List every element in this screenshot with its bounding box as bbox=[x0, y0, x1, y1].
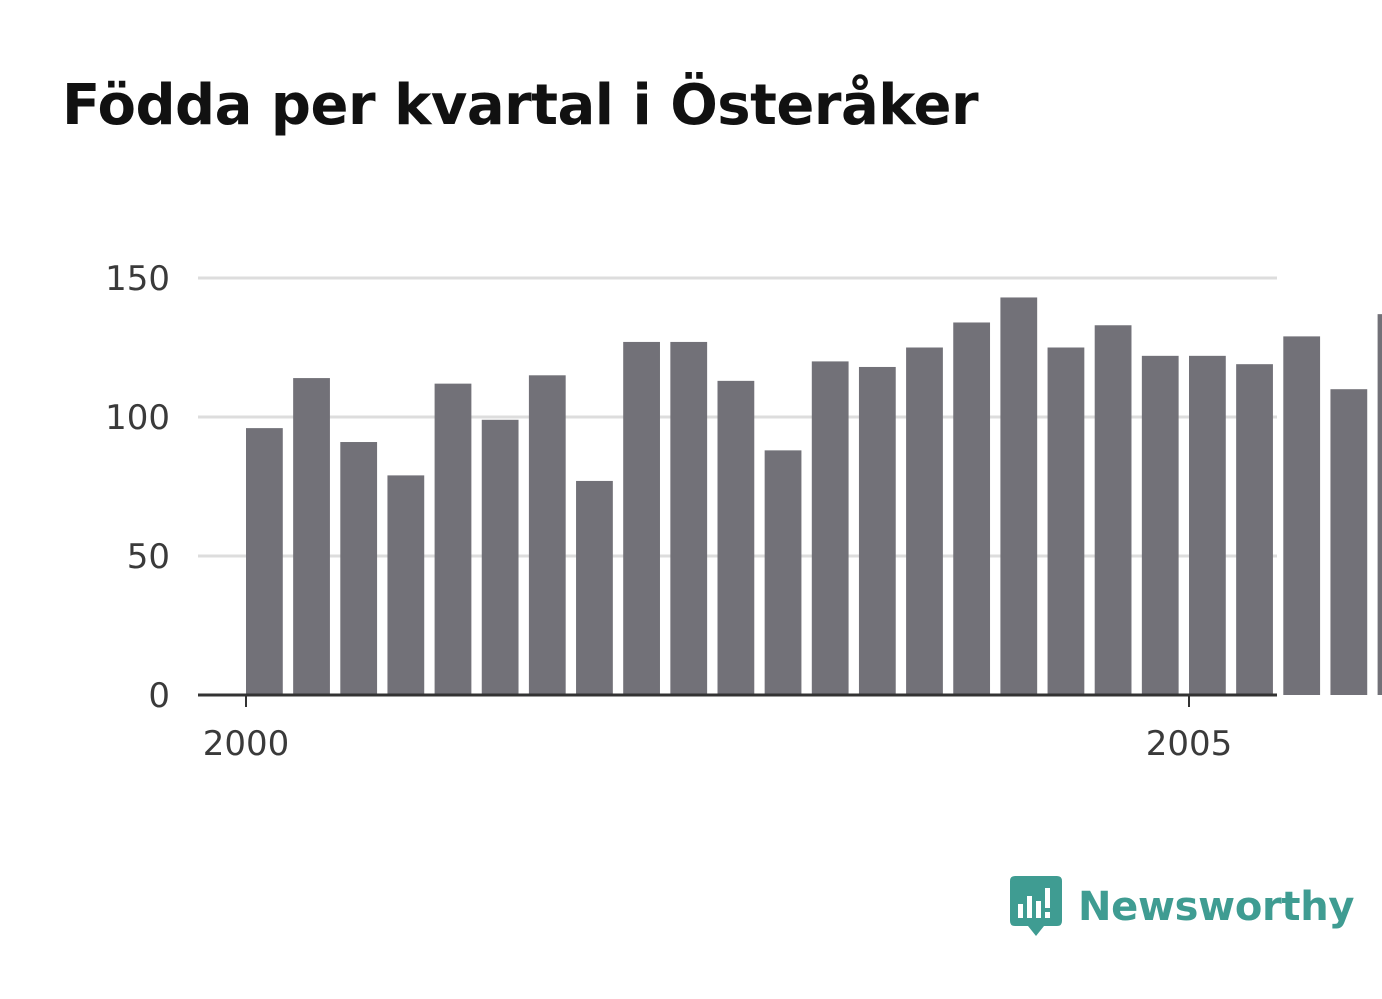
bar bbox=[1189, 355, 1226, 695]
y-tick-label-50: 50 bbox=[127, 537, 170, 577]
bar bbox=[1000, 297, 1038, 695]
y-tick-label-100: 100 bbox=[105, 398, 170, 438]
bar bbox=[1236, 364, 1273, 695]
bar bbox=[1047, 347, 1085, 695]
brand-name: Newsworthy bbox=[1078, 884, 1355, 930]
bar bbox=[953, 322, 991, 695]
bar bbox=[858, 366, 896, 695]
bar bbox=[481, 419, 519, 695]
tick-labels: 050100150200020052010201520202025 bbox=[105, 259, 1233, 764]
bar bbox=[1094, 325, 1132, 695]
bar bbox=[1141, 355, 1179, 695]
x-tick-label-2000: 2000 bbox=[203, 724, 290, 764]
bar bbox=[1283, 336, 1321, 695]
bar bbox=[764, 450, 802, 695]
newsworthy-brand: Newsworthy bbox=[1010, 876, 1355, 938]
bar bbox=[576, 480, 613, 695]
bar bbox=[906, 347, 943, 695]
newsworthy-logo-icon bbox=[1010, 876, 1062, 936]
y-tick-label-150: 150 bbox=[105, 259, 170, 299]
bar bbox=[670, 341, 708, 695]
bar bbox=[528, 375, 566, 695]
axes bbox=[198, 693, 1277, 707]
bar bbox=[811, 361, 849, 695]
bar bbox=[340, 442, 378, 695]
chart-title: Födda per kvartal i Österåker bbox=[62, 73, 979, 138]
bar bbox=[387, 475, 425, 695]
bar bbox=[1330, 389, 1368, 695]
bar bbox=[434, 383, 472, 695]
bar bbox=[293, 378, 330, 695]
y-tick-label-0: 0 bbox=[148, 676, 170, 716]
bar bbox=[246, 428, 283, 695]
bar bbox=[1377, 314, 1382, 695]
x-tick-label-2005: 2005 bbox=[1146, 724, 1233, 764]
bar-series bbox=[246, 297, 1382, 695]
bar bbox=[717, 380, 755, 695]
bar bbox=[623, 341, 660, 695]
